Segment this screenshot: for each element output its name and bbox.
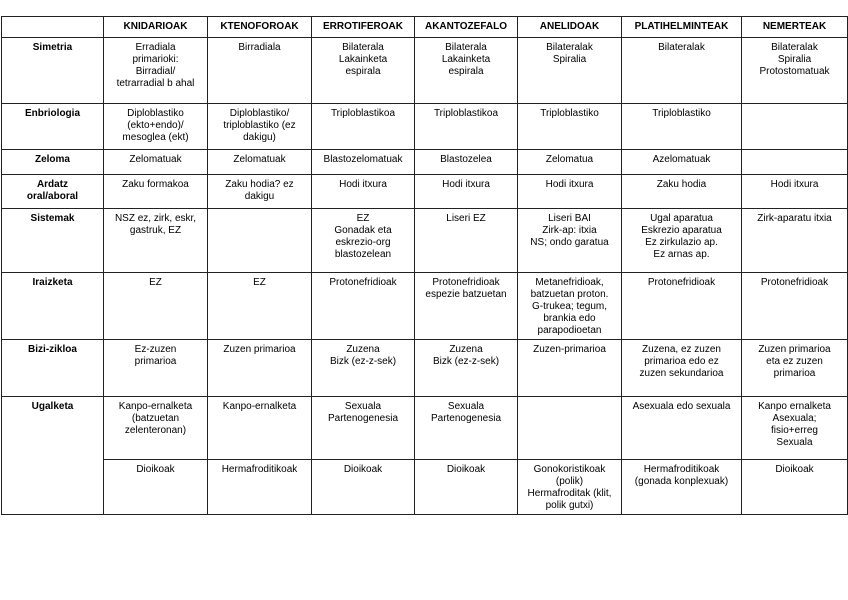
table-row: Simetria Erradiala primarioki: Birradial/… bbox=[1, 37, 848, 104]
table-cell: Gonokoristikoak (polik) Hermafroditak (k… bbox=[517, 459, 622, 515]
table-cell: Zuzen primarioa bbox=[207, 339, 312, 397]
table-cell: Hodi itxura bbox=[414, 174, 518, 209]
column-header: AKANTOZEFALO bbox=[414, 16, 518, 38]
column-header: PLATIHELMINTEAK bbox=[621, 16, 742, 38]
table-cell: EZ bbox=[103, 272, 208, 340]
table-cell: Asexuala edo sexuala bbox=[621, 396, 742, 460]
table-cell: EZ Gonadak eta eskrezio-org blastozelean bbox=[311, 208, 415, 273]
table-cell: Azelomatuak bbox=[621, 149, 742, 175]
row-header: Bizi-zikloa bbox=[1, 339, 104, 397]
table-cell: Zuzen primarioa eta ez zuzen primarioa bbox=[741, 339, 848, 397]
table-cell: Triploblastiko bbox=[517, 103, 622, 150]
table-row: Sistemak NSZ ez, zirk, eskr, gastruk, EZ E… bbox=[1, 208, 848, 273]
column-header: ANELIDOAK bbox=[517, 16, 622, 38]
table-cell: Metanefridioak, batzuetan proton. G-truk… bbox=[517, 272, 622, 340]
table-cell: Bilateralak bbox=[621, 37, 742, 104]
table-cell: Hodi itxura bbox=[741, 174, 848, 209]
table-cell bbox=[207, 208, 312, 273]
row-header: Ardatz oral/aboral bbox=[1, 174, 104, 209]
table-cell: NSZ ez, zirk, eskr, gastruk, EZ bbox=[103, 208, 208, 273]
table-cell: Sexuala Partenogenesia bbox=[414, 396, 518, 460]
table-cell bbox=[741, 103, 848, 150]
table-cell: Erradiala primarioki: Birradial/ tetrarr… bbox=[103, 37, 208, 104]
table-row: Zeloma Zelomatuak Zelomatuak Blastozelomatu… bbox=[1, 149, 848, 175]
table-cell: Liseri BAI Zirk-ap: itxia NS; ondo garat… bbox=[517, 208, 622, 273]
comparison-table: KNIDARIOAK KTENOFOROAK ERROTIFEROAK AKANTOZ… bbox=[1, 16, 848, 515]
table-cell: Sexuala Partenogenesia bbox=[311, 396, 415, 460]
table-cell: Zuzena, ez zuzen primarioa edo ez zuzen … bbox=[621, 339, 742, 397]
table-cell: Hermafroditikoak (gonada konplexuak) bbox=[621, 459, 742, 515]
table-row: Iraizketa EZ EZ Protonefridioak Protonefridi… bbox=[1, 272, 848, 340]
table-cell: Protonefridioak bbox=[621, 272, 742, 340]
table-cell: Liseri EZ bbox=[414, 208, 518, 273]
table-cell: Diploblastiko/ triploblastiko (ez dakigu… bbox=[207, 103, 312, 150]
table-cell: Zelomatuak bbox=[103, 149, 208, 175]
table-cell: Triploblastikoa bbox=[414, 103, 518, 150]
table-cell: Bilateralak Spiralia Protostomatuak bbox=[741, 37, 848, 104]
table-cell: Protonefridioak bbox=[741, 272, 848, 340]
table-cell: Zirk-aparatu itxia bbox=[741, 208, 848, 273]
table-cell: EZ bbox=[207, 272, 312, 340]
table-cell: Dioikoak bbox=[103, 459, 208, 515]
table-cell: Ugal aparatua Eskrezio aparatua Ez zirku… bbox=[621, 208, 742, 273]
table-row: Enbriologia Diploblastiko (ekto+endo)/ me… bbox=[1, 103, 848, 150]
table-cell bbox=[741, 149, 848, 175]
table-row: Ugalketa Kanpo-ernalketa (batzuetan zelen… bbox=[1, 396, 848, 515]
table-cell: Zuzen-primarioa bbox=[517, 339, 622, 397]
row-header: Iraizketa bbox=[1, 272, 104, 340]
table-cell: Zelomatuak bbox=[207, 149, 312, 175]
row-header: Simetria bbox=[1, 37, 104, 104]
table-cell: Kanpo-ernalketa (batzuetan zelenteronan) bbox=[103, 396, 208, 460]
table-cell: Dioikoak bbox=[414, 459, 518, 515]
table-cell: Triploblastikoa bbox=[311, 103, 415, 150]
header-row: KNIDARIOAK KTENOFOROAK ERROTIFEROAK AKANTOZ… bbox=[1, 16, 848, 38]
table-cell: Hermafroditikoak bbox=[207, 459, 312, 515]
column-header: ERROTIFEROAK bbox=[311, 16, 415, 38]
row-header: Zeloma bbox=[1, 149, 104, 175]
table-cell: Zuzena Bizk (ez-z-sek) bbox=[311, 339, 415, 397]
table-row: Dioikoak Hermafroditikoak Dioikoak Dioikoak… bbox=[2, 459, 848, 515]
row-header: Enbriologia bbox=[1, 103, 104, 150]
table-row: Ardatz oral/aboral Zaku formakoa Zaku hodi… bbox=[1, 174, 848, 209]
table-cell: Dioikoak bbox=[741, 459, 848, 515]
corner-cell bbox=[1, 16, 104, 38]
table-cell: Triploblastiko bbox=[621, 103, 742, 150]
table-cell: Kanpo ernalketa Asexuala; fisio+erreg Se… bbox=[741, 396, 848, 460]
table-cell: Zaku hodia? ez dakigu bbox=[207, 174, 312, 209]
table-cell: Protonefridioak bbox=[311, 272, 415, 340]
column-header: KNIDARIOAK bbox=[103, 16, 208, 38]
table-cell: Ez-zuzen primarioa bbox=[103, 339, 208, 397]
column-header: NEMERTEAK bbox=[741, 16, 848, 38]
table-cell: Kanpo-ernalketa bbox=[207, 396, 312, 460]
table-cell: Zuzena Bizk (ez-z-sek) bbox=[414, 339, 518, 397]
table-cell: Birradiala bbox=[207, 37, 312, 104]
table-cell: Blastozelomatuak bbox=[311, 149, 415, 175]
table-cell: Zaku formakoa bbox=[103, 174, 208, 209]
table-cell: Protonefridioak espezie batzuetan bbox=[414, 272, 518, 340]
table-cell: Diploblastiko (ekto+endo)/ mesoglea (ekt… bbox=[103, 103, 208, 150]
table-cell: Bilateralak Spiralia bbox=[517, 37, 622, 104]
column-header: KTENOFOROAK bbox=[207, 16, 312, 38]
table-cell: Zaku hodia bbox=[621, 174, 742, 209]
table-cell: Blastozelea bbox=[414, 149, 518, 175]
table-cell: Hodi itxura bbox=[311, 174, 415, 209]
table-cell bbox=[517, 396, 622, 460]
table-cell: Dioikoak bbox=[311, 459, 415, 515]
table-cell: Bilaterala Lakainketa espirala bbox=[414, 37, 518, 104]
row-header: Ugalketa bbox=[1, 396, 104, 515]
table-row: Bizi-zikloa Ez-zuzen primarioa Zuzen prima… bbox=[1, 339, 848, 397]
table-cell: Hodi itxura bbox=[517, 174, 622, 209]
table-cell: Zelomatua bbox=[517, 149, 622, 175]
row-header: Sistemak bbox=[1, 208, 104, 273]
table-cell: Bilaterala Lakainketa espirala bbox=[311, 37, 415, 104]
